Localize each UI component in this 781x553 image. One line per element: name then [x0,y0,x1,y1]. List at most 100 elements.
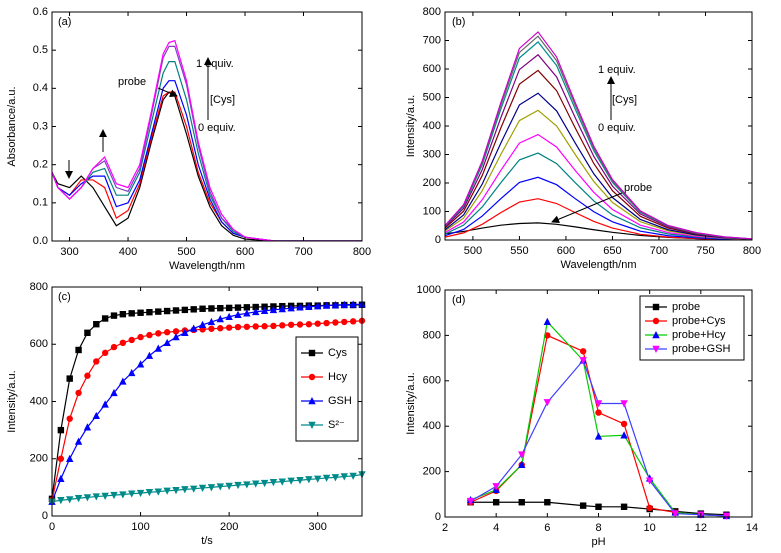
series-line [52,80,362,241]
x-tick-label: 6 [544,522,550,534]
series-line [445,133,752,240]
legend-marker [652,331,660,339]
data-point [110,312,118,319]
x-tick-label: 10 [644,522,656,534]
data-point [119,491,127,499]
data-point [93,358,100,365]
x-tick-label: 750 [696,245,714,257]
data-point [92,493,100,501]
data-point [269,305,278,314]
legend-label: Hcy [328,371,347,383]
data-point [57,497,65,505]
x-axis-label: pH [591,536,605,548]
x-tick-label: 500 [464,245,482,257]
y-tick-label: 800 [423,6,441,18]
data-point [208,305,215,312]
data-point [101,349,109,357]
y-tick-label: 0 [435,234,441,246]
legend-label: S²⁻ [328,419,345,431]
legend-marker [308,421,316,429]
data-point [243,481,251,489]
x-tick-label: 100 [131,521,149,533]
y-tick-label: 1000 [417,284,441,296]
annotation: (d) [452,294,465,306]
data-point [543,317,552,325]
x-axis-label: Wavelength/nm [560,259,636,271]
y-tick-label: 200 [423,466,441,478]
data-point [322,474,331,482]
data-point [66,415,73,422]
data-point [518,499,525,506]
annotation: probe [118,76,146,88]
data-point [349,300,357,308]
data-point [594,432,603,440]
arrow [551,192,623,224]
y-tick-label: 0.2 [33,159,48,171]
data-point [579,357,587,365]
data-point [119,377,127,385]
data-point [322,301,331,309]
data-point [579,502,587,509]
panel: 0 100 200 300 0 200 400 600 800 t/s Intensity/a.u.… [6,281,366,547]
data-point [287,477,295,485]
y-tick-label: 600 [30,338,48,350]
data-point [198,320,207,328]
data-point [314,475,322,483]
data-point [84,329,91,336]
data-point [74,495,83,503]
data-point [260,479,269,488]
data-point [181,306,189,314]
data-point [92,411,100,420]
data-point [270,322,277,330]
x-tick-label: 12 [695,522,707,534]
data-point [66,496,74,504]
legend-label: probe+GSH [672,343,730,355]
data-point [225,482,233,490]
data-point [234,481,242,490]
data-point [137,309,144,316]
data-point [172,333,180,341]
data-point [57,474,65,482]
data-point [146,308,153,316]
data-point [340,300,348,308]
y-axis-label: Absorbance/a.u. [6,86,18,166]
data-point [279,322,286,329]
data-point [128,490,136,498]
data-point [296,321,304,328]
data-point [207,317,216,326]
legend-marker [652,317,660,325]
annotation: 0 equiv. [198,122,236,134]
series-line [470,334,727,517]
data-point [518,460,526,468]
y-tick-label: 600 [423,375,441,387]
data-point [190,324,198,332]
x-tick-label: 500 [177,246,195,258]
data-point [595,409,602,416]
data-point [620,431,628,439]
series-line [445,53,752,240]
data-point [349,472,357,480]
x-axis-label: t/s [201,535,213,547]
series-line [445,152,752,240]
data-point [119,339,127,347]
data-point [137,333,144,341]
data-point [155,308,162,315]
data-point [261,323,268,330]
data-point [154,344,162,352]
data-point [172,307,180,314]
x-tick-label: 8 [595,522,601,534]
panel: 300 400 500 600 700 800 0.0 0.1 0.2 0.3 0.4 0.5 0.6 W… [6,6,371,272]
data-point [645,477,654,485]
annotation: (c) [58,291,71,303]
annotation: (a) [58,16,71,28]
series-line [52,45,362,241]
x-tick-label: 4 [493,522,499,534]
data-point [278,478,286,486]
data-point [671,510,679,518]
data-point [93,321,100,328]
data-point [101,492,109,500]
y-tick-label: 200 [30,453,48,465]
data-point [128,368,136,377]
data-point [331,474,340,482]
data-point [620,420,628,428]
